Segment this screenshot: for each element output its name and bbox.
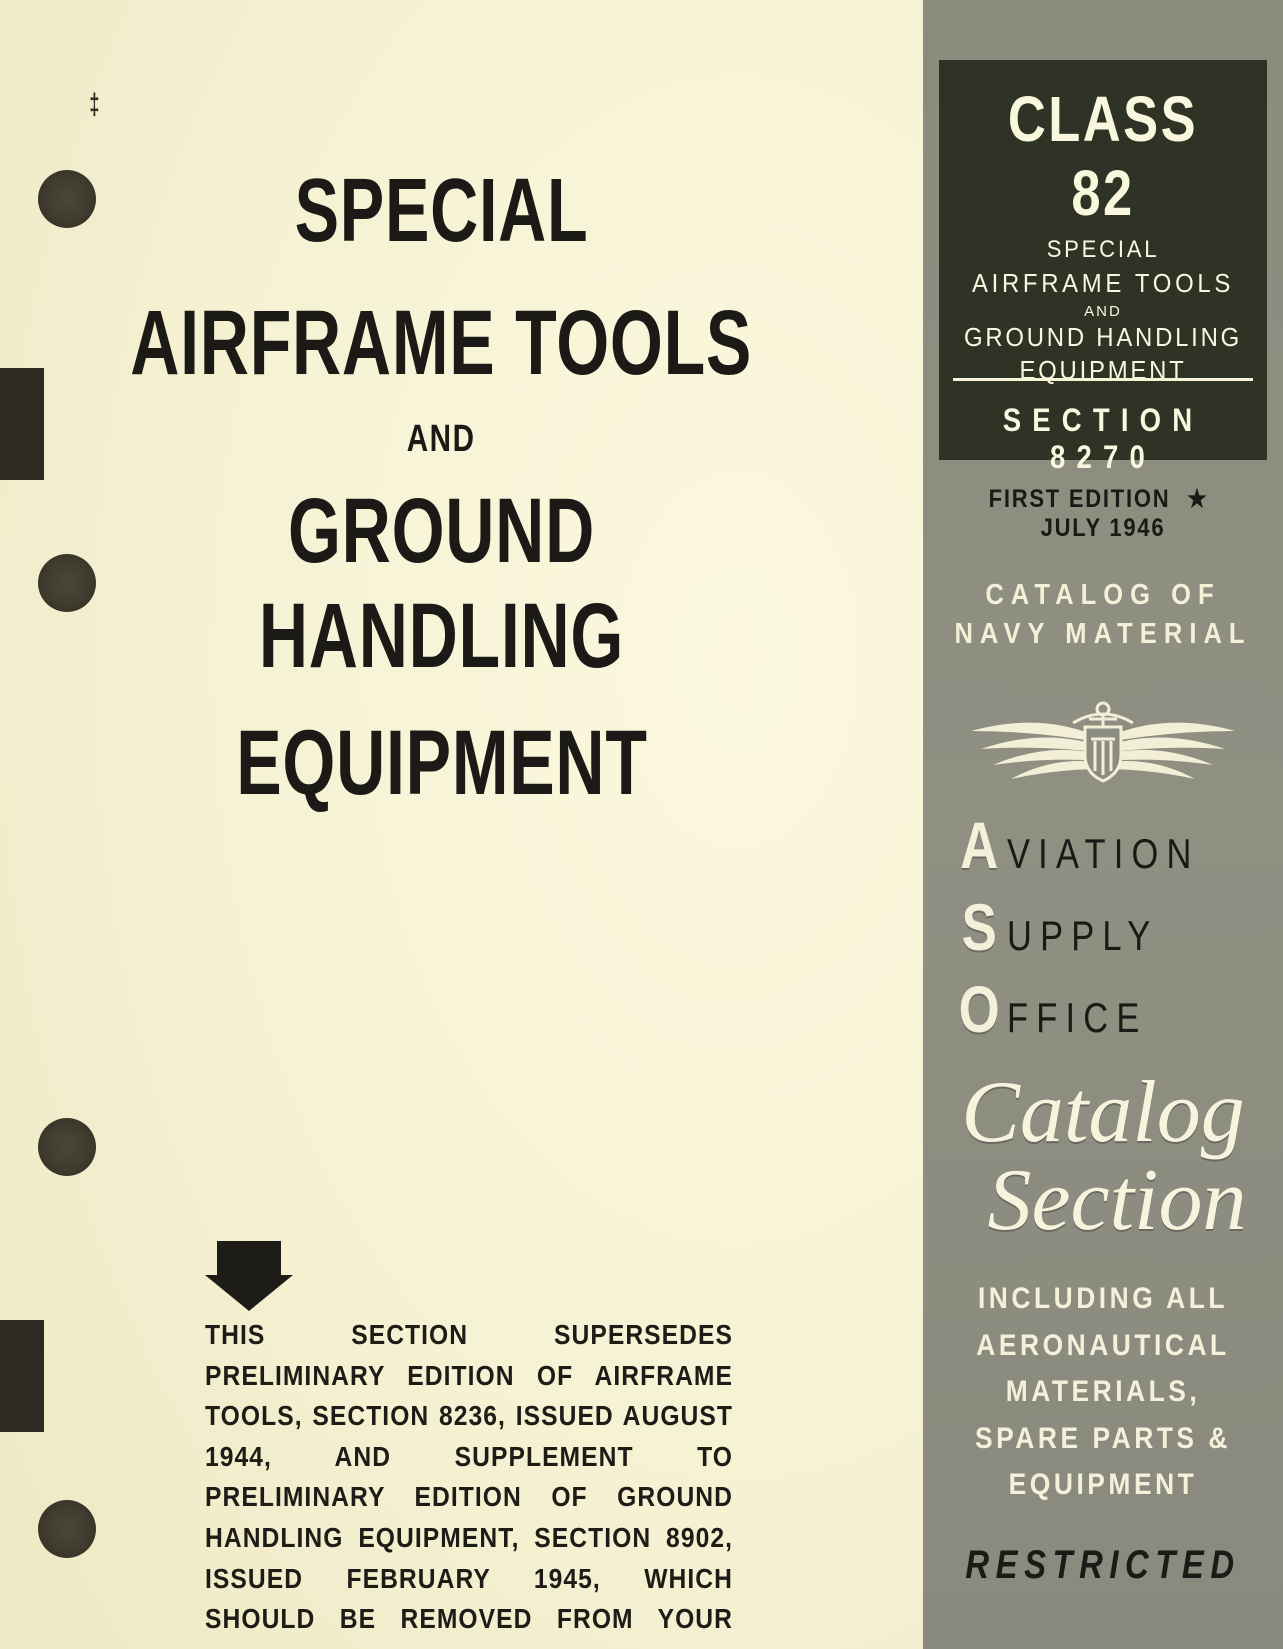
- star-separator-icon: ★: [1187, 485, 1208, 513]
- binder-hole: [38, 1118, 96, 1176]
- document-page: ‡ SPECIAL AIRFRAME TOOLS AND GROUND HAND…: [0, 0, 1283, 1649]
- binder-tab: [0, 368, 44, 480]
- darkbox-sub-4: EQUIPMENT: [961, 355, 1244, 386]
- darkbox-sub-1: SPECIAL: [961, 236, 1244, 264]
- aso-wordmark: A VIATION S UPPLY O FFICE: [949, 807, 1257, 1047]
- title-line-3: GROUND HANDLING: [115, 479, 768, 689]
- script-line-2: Section: [951, 1159, 1283, 1243]
- aso-s-cap: S: [955, 889, 1005, 965]
- catalog-of-line-1: CATALOG OF: [985, 579, 1220, 611]
- catalog-of-line-2: NAVY MATERIAL: [945, 618, 1262, 651]
- class-section-box: CLASS 82 SPECIAL AIRFRAME TOOLS AND GROU…: [939, 60, 1267, 460]
- script-line-1: Catalog: [961, 1064, 1245, 1161]
- edition-right: JULY 1946: [1041, 514, 1166, 542]
- aso-s-rest: UPPLY: [1007, 912, 1158, 960]
- binder-tab: [0, 1320, 44, 1432]
- binder-hole: [38, 170, 96, 228]
- catalog-section-script: Catalog Section: [923, 1071, 1283, 1242]
- binder-hole: [38, 554, 96, 612]
- darkbox-sub-3: GROUND HANDLING: [961, 322, 1244, 353]
- left-panel: ‡ SPECIAL AIRFRAME TOOLS AND GROUND HAND…: [0, 0, 923, 1649]
- title-and: AND: [407, 418, 476, 461]
- including-blurb: INCLUDING ALL AERONAUTICAL MATERIALS, SP…: [966, 1276, 1241, 1509]
- catalog-of-label: CATALOG OF NAVY MATERIAL: [945, 579, 1262, 651]
- registration-mark: ‡: [89, 88, 99, 122]
- binder-hole: [38, 1500, 96, 1558]
- title-line-2: AIRFRAME TOOLS: [131, 291, 753, 396]
- class-label: CLASS 82: [977, 82, 1230, 230]
- section-number: SECTION 8270: [962, 402, 1244, 476]
- navy-wings-emblem-icon: [953, 671, 1253, 801]
- main-title-block: SPECIAL AIRFRAME TOOLS AND GROUND HANDLI…: [0, 160, 883, 816]
- title-line-4: EQUIPMENT: [236, 711, 647, 816]
- darkbox-sub-and: AND: [949, 303, 1257, 320]
- aso-a-cap: A: [955, 807, 1005, 883]
- right-strip: CLASS 82 SPECIAL AIRFRAME TOOLS AND GROU…: [923, 0, 1283, 1649]
- aso-a-rest: VIATION: [1007, 830, 1200, 878]
- title-line-1: SPECIAL: [295, 160, 589, 263]
- darkbox-sub-2: AIRFRAME TOOLS: [961, 268, 1244, 299]
- darkbox-rule: [953, 378, 1253, 381]
- aso-o-rest: FFICE: [1007, 994, 1147, 1042]
- restricted-label: RESTRICTED: [955, 1543, 1250, 1588]
- aso-o-cap: O: [955, 971, 1005, 1047]
- supersession-note: THIS SECTION SUPERSEDES PRELIMINARY EDIT…: [205, 1315, 733, 1649]
- edition-left: FIRST EDITION: [989, 485, 1171, 513]
- edition-line: FIRST EDITION ★ JULY 1946: [960, 484, 1245, 543]
